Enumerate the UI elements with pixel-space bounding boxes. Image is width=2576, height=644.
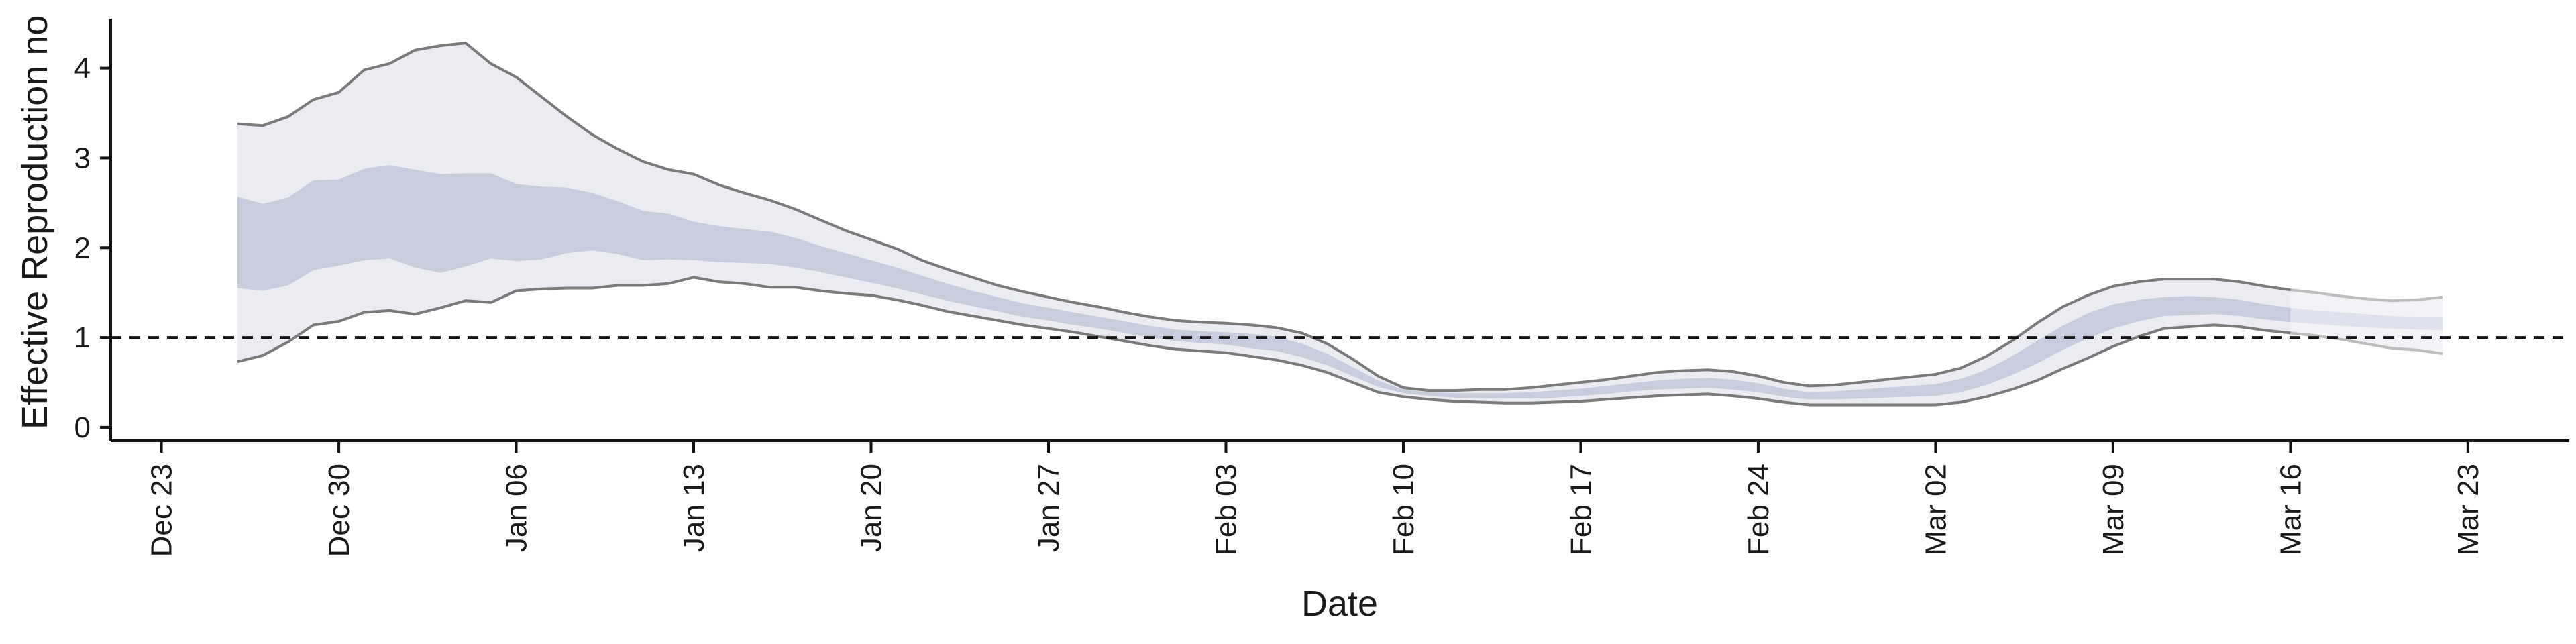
upper-bound-line xyxy=(237,42,2291,392)
axes xyxy=(109,19,2569,442)
upper-bound-projection-line xyxy=(2290,288,2443,303)
x-tick-label: Mar 09 xyxy=(2097,464,2130,555)
y-axis-label: Effective Reproduction no xyxy=(15,15,55,429)
x-tick-label: Dec 30 xyxy=(323,464,356,557)
lower-bound-line xyxy=(237,276,2291,407)
lower-bound-projection-line xyxy=(2290,331,2443,356)
x-ticks: Dec 23 Dec 30 Jan 06 Jan 13 Jan 20 Jan 27 Feb … xyxy=(146,441,2485,557)
y-tick-label: 1 xyxy=(74,321,91,354)
band-50-projection xyxy=(2290,307,2443,331)
x-tick-label: Mar 23 xyxy=(2452,464,2485,555)
x-tick-label: Feb 24 xyxy=(1742,464,1775,555)
credible-interval-bands xyxy=(237,42,2443,407)
y-tick-label: 4 xyxy=(74,52,91,85)
x-tick-label: Mar 16 xyxy=(2274,464,2307,555)
y-ticks: 0 1 2 3 4 xyxy=(74,52,111,444)
x-tick-label: Dec 23 xyxy=(146,464,178,557)
y-tick-label: 0 xyxy=(74,411,91,444)
x-tick-label: Mar 02 xyxy=(1919,464,1952,555)
x-axis-label: Date xyxy=(1301,584,1378,624)
y-tick-label: 2 xyxy=(74,231,91,264)
x-tick-label: Feb 17 xyxy=(1564,464,1597,555)
x-tick-label: Jan 13 xyxy=(678,464,710,552)
x-tick-label: Feb 03 xyxy=(1210,464,1242,555)
x-tick-label: Feb 10 xyxy=(1387,464,1420,555)
band-50-estimate xyxy=(237,165,2291,400)
x-tick-label: Jan 20 xyxy=(855,464,888,552)
y-tick-label: 3 xyxy=(74,142,91,174)
x-tick-label: Jan 06 xyxy=(500,464,533,552)
x-tick-label: Jan 27 xyxy=(1032,464,1065,552)
